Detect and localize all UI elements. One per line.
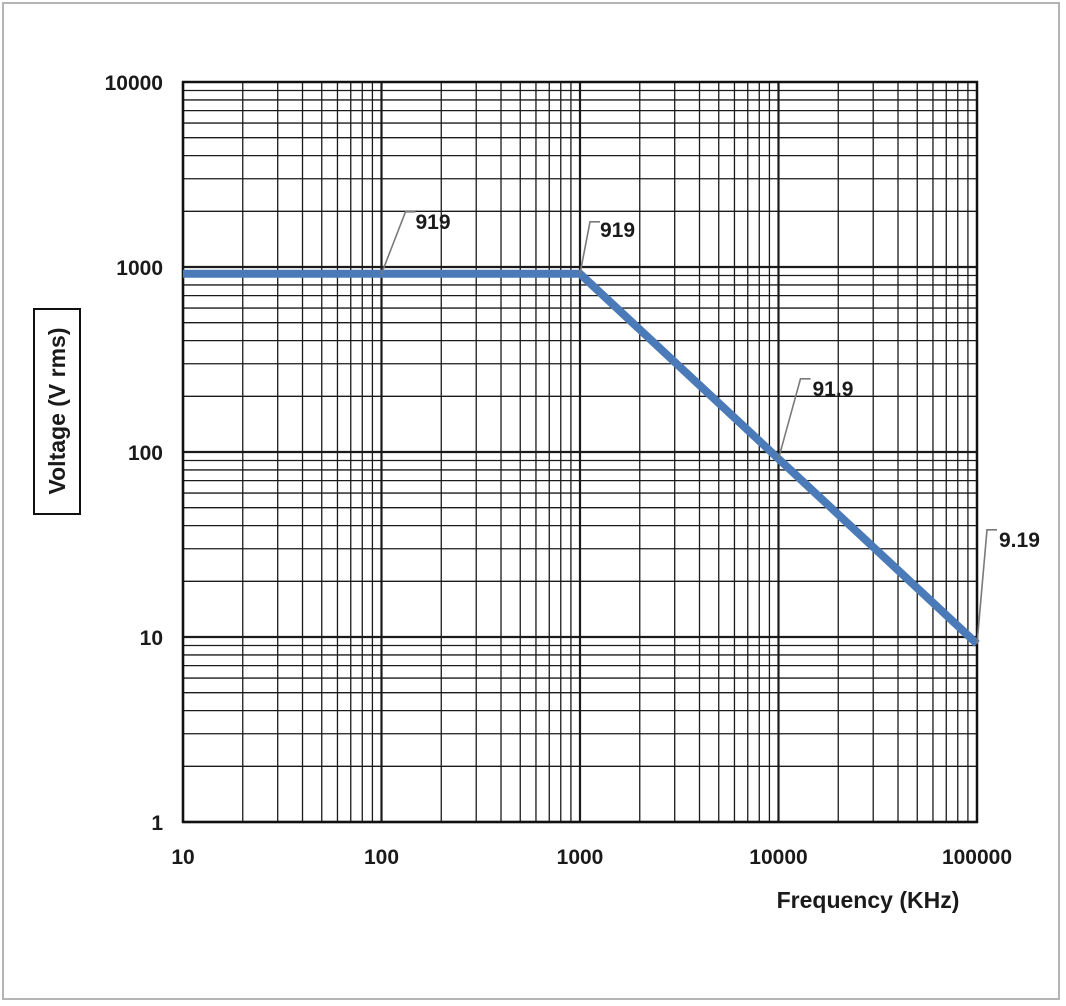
x-tick-label: 100000 [942, 846, 1012, 869]
y-tick-label: 10000 [105, 72, 163, 95]
data-label-group: 9.19 [976, 528, 1040, 644]
data-label-leader [380, 210, 416, 275]
y-tick-label: 1 [151, 812, 163, 835]
x-tick-label: 10 [171, 846, 194, 869]
data-label: 9.19 [999, 529, 1040, 552]
y-tick-label: 1000 [116, 257, 163, 280]
y-tick-label: 10 [140, 627, 163, 650]
y-axis-ticks: 1 10 100 1000 10000 [105, 72, 164, 835]
data-label-leader [579, 220, 600, 274]
annotations: 919 919 91.9 9.19 [380, 210, 1040, 644]
x-axis-title: Frequency (KHz) [777, 887, 960, 913]
x-axis-ticks: 10 100 1000 10000 100000 [171, 846, 1012, 869]
data-label: 919 [600, 219, 635, 242]
data-label-leader [976, 528, 997, 644]
y-axis-title-box [33, 308, 81, 515]
y-axis-title: Voltage (V rms) [44, 328, 70, 495]
plot-area-border [181, 80, 979, 824]
x-tick-label: 10000 [749, 846, 807, 869]
grid [181, 82, 977, 824]
x-tick-label: 1000 [557, 846, 604, 869]
data-label-group: 91.9 [777, 377, 854, 459]
data-label: 919 [416, 211, 451, 234]
x-tick-label: 100 [364, 846, 399, 869]
data-label-leader [777, 377, 811, 459]
y-axis-title-group: Voltage (V rms) [33, 308, 81, 515]
data-label-group: 919 [380, 210, 451, 275]
data-label: 91.9 [813, 378, 854, 401]
data-label-group: 919 [579, 219, 635, 274]
y-tick-label: 100 [128, 442, 163, 465]
